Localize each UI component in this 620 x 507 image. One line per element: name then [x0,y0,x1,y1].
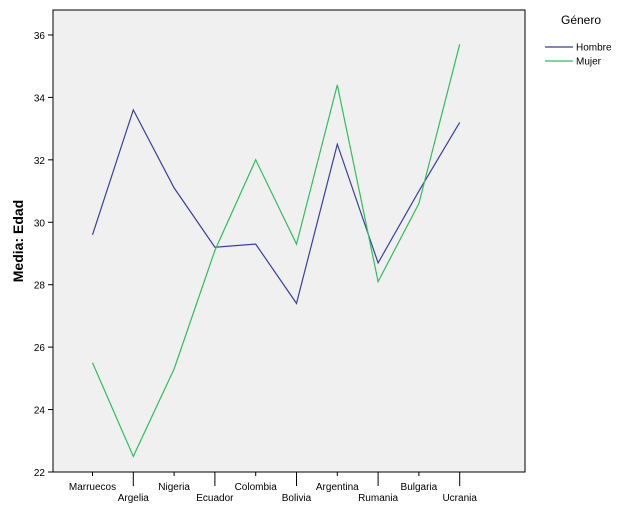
x-tick-label: Argelia [118,493,150,504]
series-group [91,44,461,458]
series-line-mujer [91,44,461,458]
y-tick-label: 22 [34,468,46,479]
legend-label: Mujer [576,57,602,68]
legend-title: Género [561,13,601,27]
y-tick-label: 30 [34,218,46,229]
legend: Género Hombre Mujer [545,13,612,68]
x-tick-label: Nigeria [158,482,190,493]
y-tick-label: 24 [34,406,46,417]
x-tick-label: Argentina [316,482,359,493]
x-tick-label: Bolivia [282,493,312,504]
plot-area [52,9,526,473]
x-tick-label: Marruecos [69,482,116,493]
x-tick-label: Ecuador [196,493,234,504]
legend-label: Hombre [576,43,612,54]
y-tick-label: 36 [34,31,46,42]
y-tick-label: 28 [34,281,46,292]
x-tick-label: Bulgaria [401,482,438,493]
y-axis-title: Media: Edad [10,200,26,282]
y-tick-label: 26 [34,343,46,354]
x-tick-label: Colombia [235,482,278,493]
x-tick-label: Rumania [358,493,398,504]
y-axis: 22 24 26 28 30 32 34 36 [34,31,53,479]
y-tick-label: 34 [34,93,46,104]
y-tick-label: 32 [34,156,46,167]
series-line-hombre [91,108,461,305]
x-tick-label: Ucrania [442,493,477,504]
